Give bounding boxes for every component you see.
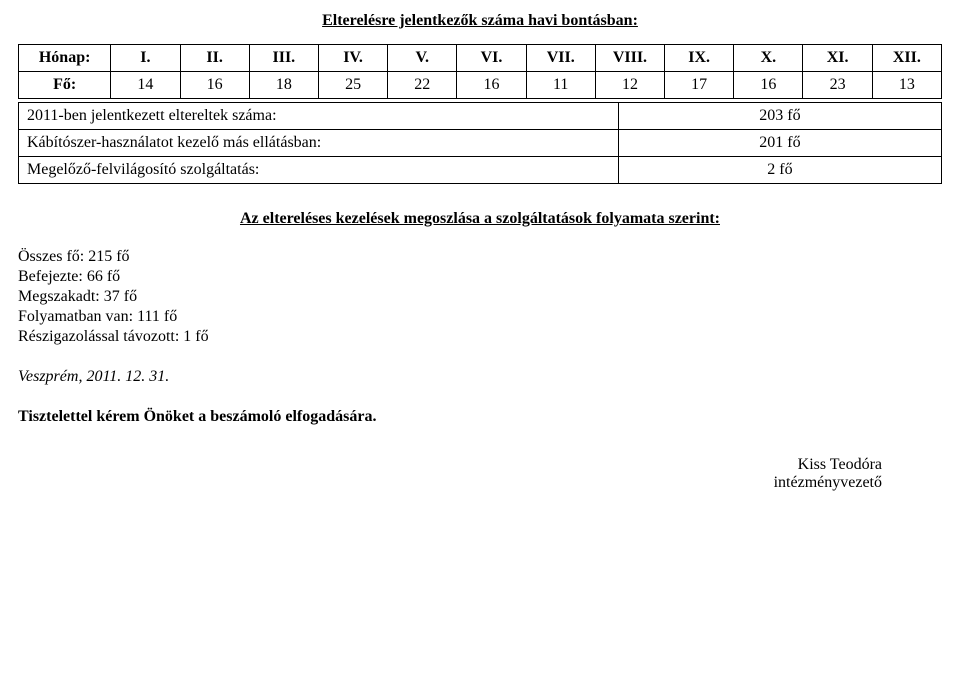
summary-line: Befejezte: 66 fő <box>18 268 942 286</box>
month-value-cell: 16 <box>180 72 249 99</box>
stat-value: 201 fő <box>618 130 941 157</box>
month-table: Hónap:I.II.III.IV.V.VI.VII.VIII.IX.X.XI.… <box>18 44 942 99</box>
stat-row: 2011-ben jelentkezett eltereltek száma:2… <box>19 103 942 130</box>
month-header-cell: XI. <box>803 45 872 72</box>
month-value-cell: 16 <box>457 72 526 99</box>
month-value-cell: 16 <box>734 72 803 99</box>
month-header-cell: VI. <box>457 45 526 72</box>
stat-label: 2011-ben jelentkezett eltereltek száma: <box>19 103 619 130</box>
month-value-cell: 23 <box>803 72 872 99</box>
month-header-cell: XII. <box>872 45 941 72</box>
stat-label: Megelőző-felvilágosító szolgáltatás: <box>19 157 619 184</box>
month-value-cell: 14 <box>111 72 180 99</box>
month-header-row: Hónap:I.II.III.IV.V.VI.VII.VIII.IX.X.XI.… <box>19 45 942 72</box>
page-title: Elterelésre jelentkezők száma havi bontá… <box>18 12 942 30</box>
month-header-cell: IX. <box>665 45 734 72</box>
signature-name: Kiss Teodóra <box>18 456 882 474</box>
signature-role: intézményvezető <box>18 474 882 492</box>
summary-line: Folyamatban van: 111 fő <box>18 308 942 326</box>
month-value-cell: 13 <box>872 72 941 99</box>
summary-line: Részigazolással távozott: 1 fő <box>18 328 942 346</box>
month-header-cell: II. <box>180 45 249 72</box>
stat-table: 2011-ben jelentkezett eltereltek száma:2… <box>18 102 942 184</box>
stat-row: Megelőző-felvilágosító szolgáltatás:2 fő <box>19 157 942 184</box>
month-row-label: Fő: <box>19 72 111 99</box>
month-header-label: Hónap: <box>19 45 111 72</box>
month-header-cell: I. <box>111 45 180 72</box>
closing-line: Tisztelettel kérem Önöket a beszámoló el… <box>18 408 942 426</box>
summary-line: Megszakadt: 37 fő <box>18 288 942 306</box>
stat-value: 203 fő <box>618 103 941 130</box>
month-header-cell: VIII. <box>595 45 664 72</box>
month-header-cell: IV. <box>318 45 387 72</box>
month-value-cell: 18 <box>249 72 318 99</box>
month-value-cell: 12 <box>595 72 664 99</box>
stat-label: Kábítószer-használatot kezelő más ellátá… <box>19 130 619 157</box>
subheading: Az eltereléses kezelések megoszlása a sz… <box>18 210 942 228</box>
month-value-cell: 22 <box>388 72 457 99</box>
summary-block: Összes fő: 215 fő Befejezte: 66 fő Megszak… <box>18 248 942 346</box>
month-value-row: Fő:141618252216111217162313 <box>19 72 942 99</box>
date-line: Veszprém, 2011. 12. 31. <box>18 368 942 386</box>
month-header-cell: X. <box>734 45 803 72</box>
month-header-cell: III. <box>249 45 318 72</box>
summary-line: Összes fő: 215 fő <box>18 248 942 266</box>
stat-value: 2 fő <box>618 157 941 184</box>
month-value-cell: 17 <box>665 72 734 99</box>
signature-block: Kiss Teodóra intézményvezető <box>18 456 942 492</box>
stat-row: Kábítószer-használatot kezelő más ellátá… <box>19 130 942 157</box>
month-header-cell: V. <box>388 45 457 72</box>
month-value-cell: 11 <box>526 72 595 99</box>
month-value-cell: 25 <box>318 72 387 99</box>
month-header-cell: VII. <box>526 45 595 72</box>
